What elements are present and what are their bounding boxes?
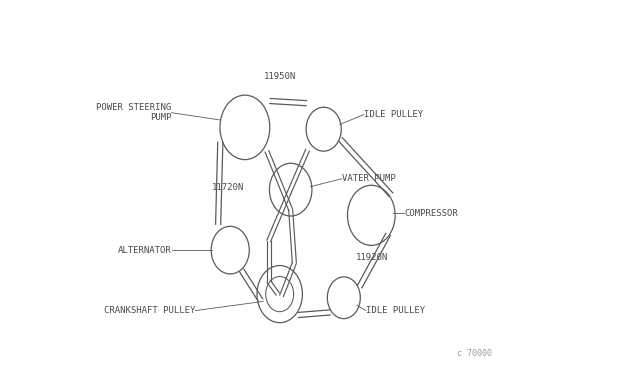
Text: VATER PUMP: VATER PUMP [342, 174, 396, 183]
Text: 11720N: 11720N [212, 183, 244, 192]
Text: COMPRESSOR: COMPRESSOR [404, 209, 458, 218]
Text: IDLE PULLEY: IDLE PULLEY [366, 306, 425, 315]
Text: 11950N: 11950N [264, 71, 296, 81]
Text: POWER STEERING
PUMP: POWER STEERING PUMP [97, 103, 172, 122]
Text: 11920N: 11920N [356, 253, 388, 262]
Text: IDLE PULLEY: IDLE PULLEY [364, 110, 423, 119]
Text: CRANKSHAFT PULLEY: CRANKSHAFT PULLEY [104, 306, 195, 315]
Text: c 70000: c 70000 [457, 349, 492, 358]
Text: ALTERNATOR: ALTERNATOR [118, 246, 172, 254]
